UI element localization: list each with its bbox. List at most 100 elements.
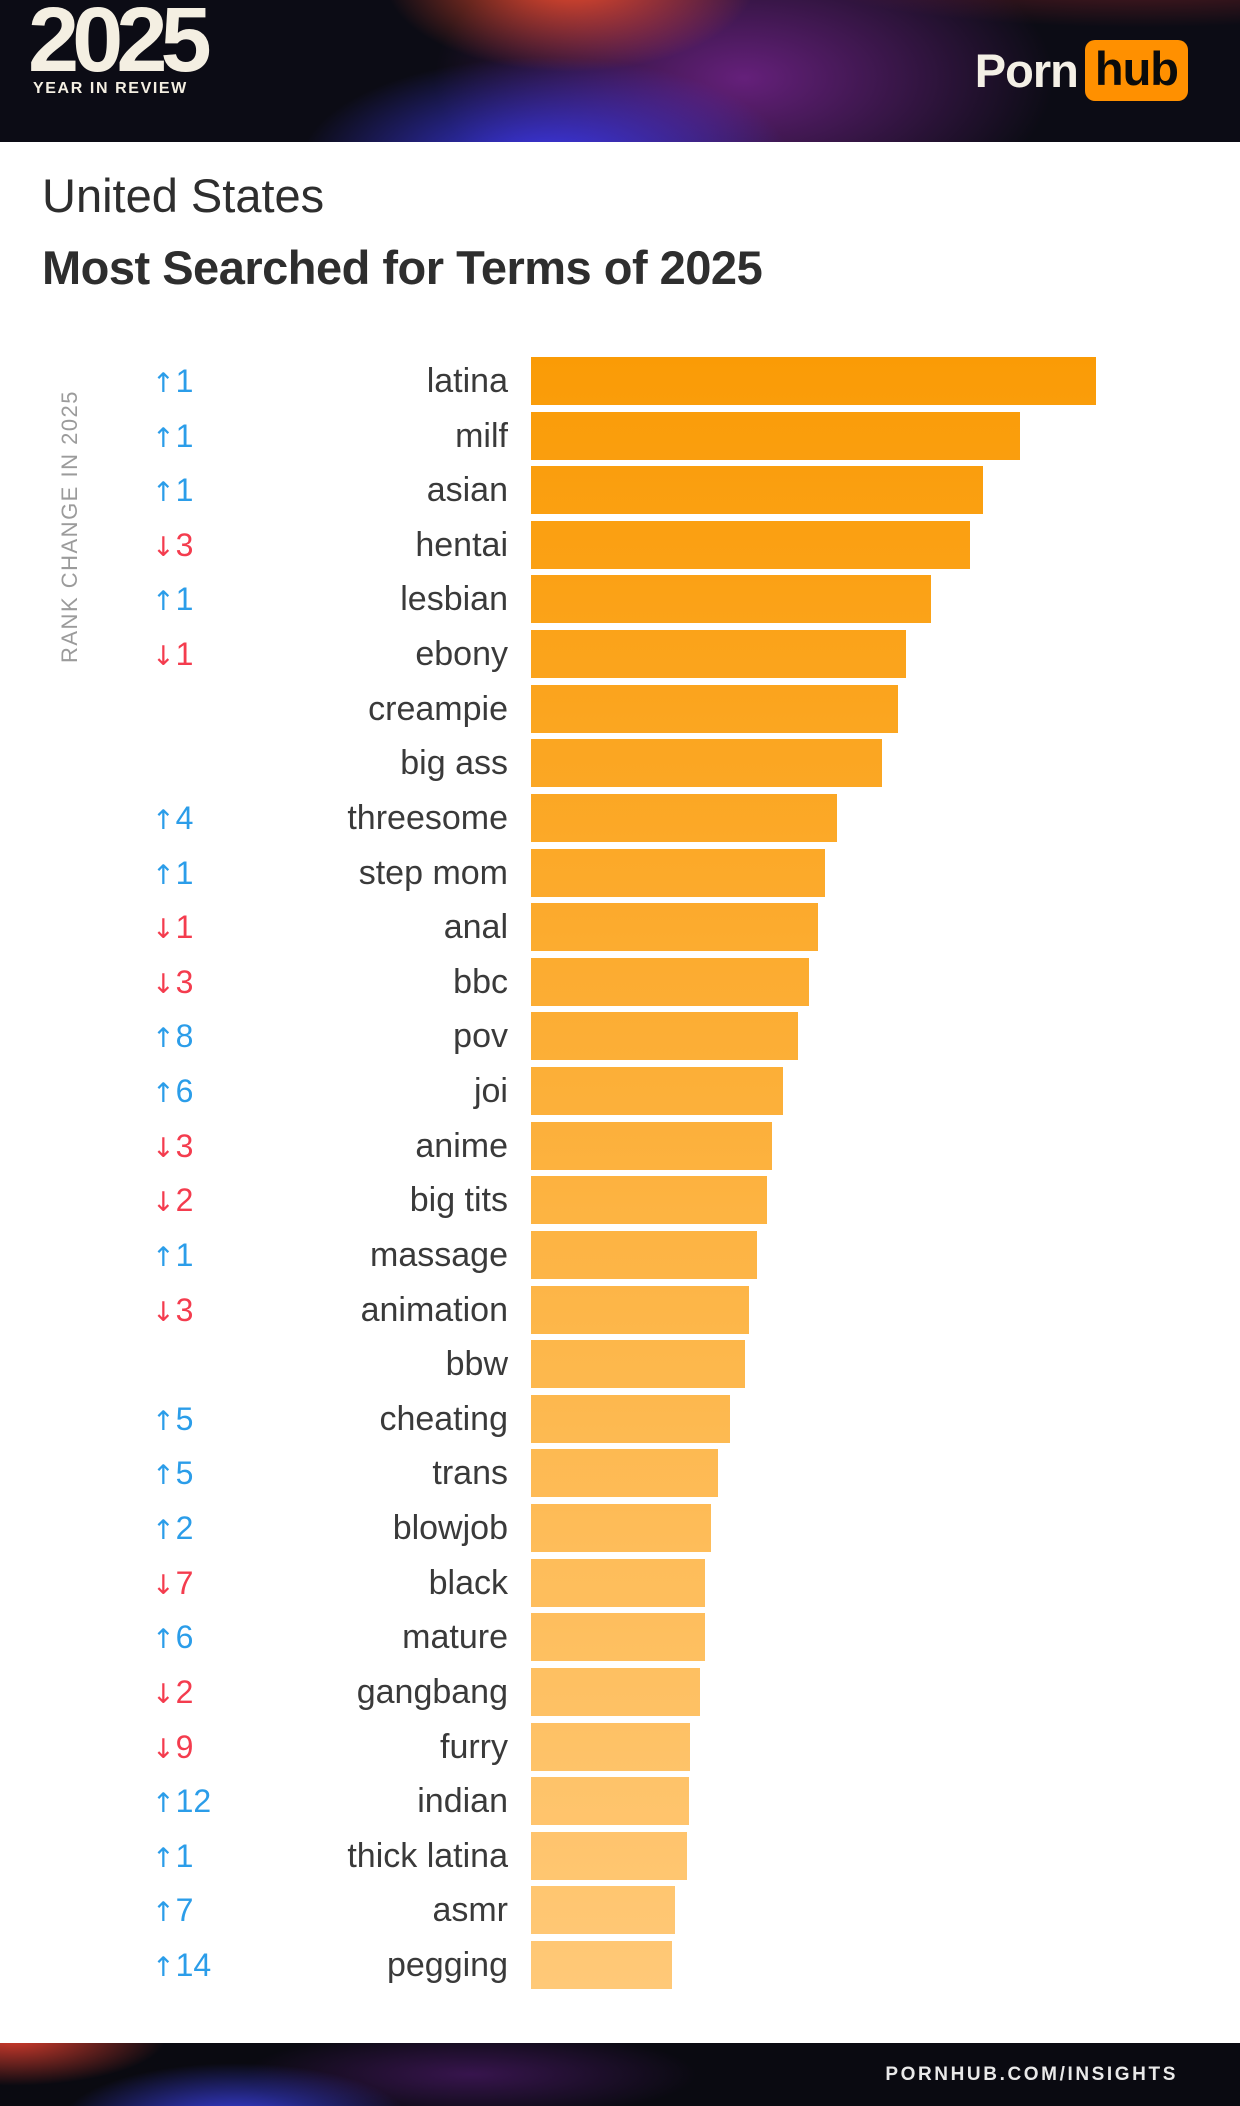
rank-up-icon: ↑ bbox=[152, 1241, 175, 1273]
term-label: threesome bbox=[347, 798, 508, 837]
pornhub-logo-porn-text: Porn bbox=[974, 44, 1079, 97]
rank-change-value: ↓7 bbox=[152, 1564, 194, 1601]
term-row: ↑5 trans bbox=[0, 1449, 1240, 1498]
rank-change-value: ↑1 bbox=[152, 417, 194, 454]
search-volume-bar bbox=[531, 1176, 767, 1225]
rank-change-value: ↓3 bbox=[152, 963, 194, 1000]
term-label: asmr bbox=[432, 1891, 508, 1930]
search-volume-bar bbox=[531, 1667, 700, 1716]
term-row: ↑1 latina bbox=[0, 357, 1240, 405]
rank-change-value: ↑12 bbox=[152, 1783, 212, 1820]
term-row: ↑1 milf bbox=[0, 411, 1240, 460]
rank-change-value: ↓2 bbox=[152, 1182, 194, 1219]
search-volume-bar bbox=[531, 466, 983, 515]
rank-up-icon: ↑ bbox=[152, 1078, 175, 1110]
rank-down-icon: ↓ bbox=[152, 1187, 175, 1219]
rank-up-icon: ↑ bbox=[152, 1023, 175, 1055]
term-label: hentai bbox=[415, 525, 508, 564]
rank-change-value: ↓1 bbox=[152, 636, 194, 673]
rank-up-icon: ↑ bbox=[152, 1624, 175, 1656]
term-row: ↓2 big tits bbox=[0, 1176, 1240, 1225]
logo-subtitle-text: YEAR IN REVIEW bbox=[33, 80, 188, 97]
rank-up-icon: ↑ bbox=[152, 1515, 175, 1547]
term-label: cheating bbox=[379, 1399, 508, 1438]
term-row: ↑2 blowjob bbox=[0, 1504, 1240, 1553]
search-volume-bar bbox=[531, 1940, 672, 1989]
rank-up-icon: ↑ bbox=[152, 1788, 175, 1820]
rank-up-icon: ↑ bbox=[152, 1460, 175, 1492]
search-volume-bar bbox=[531, 1613, 705, 1662]
rank-change-value: ↑6 bbox=[152, 1619, 194, 1656]
rank-down-icon: ↓ bbox=[152, 914, 175, 946]
search-volume-bar bbox=[531, 1121, 772, 1170]
term-label: indian bbox=[417, 1782, 508, 1821]
term-label: bbc bbox=[453, 962, 508, 1001]
search-volume-bar bbox=[531, 575, 931, 624]
rank-up-icon: ↑ bbox=[152, 859, 175, 891]
term-row: ↓9 furry bbox=[0, 1722, 1240, 1771]
pornhub-logo-hub-badge: hub bbox=[1084, 40, 1188, 101]
search-volume-bar bbox=[531, 1230, 757, 1279]
term-label: big tits bbox=[409, 1181, 508, 1220]
term-row: ↑8 pov bbox=[0, 1012, 1240, 1061]
term-row: ↓2 gangbang bbox=[0, 1667, 1240, 1716]
search-volume-bar bbox=[531, 1394, 730, 1443]
rank-down-icon: ↓ bbox=[152, 1678, 175, 1710]
term-row: ↑1 lesbian bbox=[0, 575, 1240, 624]
term-label: gangbang bbox=[356, 1672, 508, 1711]
term-label: furry bbox=[440, 1727, 508, 1766]
rank-change-value: ↑1 bbox=[152, 363, 194, 399]
rank-change-value: ↓3 bbox=[152, 526, 194, 563]
term-row: ↑1 thick latina bbox=[0, 1831, 1240, 1880]
rank-down-icon: ↓ bbox=[152, 968, 175, 1000]
term-row: ↑4 threesome bbox=[0, 793, 1240, 842]
rank-change-value: ↓3 bbox=[152, 1127, 194, 1164]
term-label: big ass bbox=[400, 744, 508, 783]
pornhub-logo: Porn hub bbox=[974, 40, 1188, 101]
rank-up-icon: ↑ bbox=[152, 477, 175, 509]
term-label: asian bbox=[426, 471, 508, 510]
search-volume-bar bbox=[531, 684, 898, 733]
rank-up-icon: ↑ bbox=[152, 1897, 175, 1929]
term-label: latina bbox=[426, 362, 508, 400]
rank-change-value: ↑7 bbox=[152, 1892, 194, 1929]
rank-up-icon: ↑ bbox=[152, 1842, 175, 1874]
term-label: pegging bbox=[386, 1945, 508, 1984]
chart-rows: ↑1 latina ↑1 milf ↑1 asian ↓3 hentai ↑1 lesbian ↓1… bbox=[0, 357, 1240, 1997]
term-label: black bbox=[428, 1563, 508, 1602]
rank-change-value: ↑1 bbox=[152, 1837, 194, 1874]
term-label: lesbian bbox=[400, 580, 508, 619]
rank-change-value: ↑6 bbox=[152, 1073, 194, 1110]
term-label: ebony bbox=[415, 635, 508, 674]
term-label: thick latina bbox=[347, 1836, 508, 1875]
term-label: bbw bbox=[445, 1345, 508, 1384]
search-volume-bar bbox=[531, 1067, 783, 1116]
rank-down-icon: ↓ bbox=[152, 1296, 175, 1328]
term-row: big ass bbox=[0, 739, 1240, 788]
search-volume-bar bbox=[531, 411, 1020, 460]
term-row: ↑5 cheating bbox=[0, 1394, 1240, 1443]
rank-change-value: ↑4 bbox=[152, 799, 194, 836]
rank-change-value: ↑1 bbox=[152, 854, 194, 891]
search-volume-bar bbox=[531, 1285, 749, 1334]
term-label: creampie bbox=[368, 689, 508, 728]
footer-band: PORNHUB.COM/INSIGHTS bbox=[0, 2043, 1240, 2106]
search-volume-bar bbox=[531, 1449, 718, 1498]
term-row: ↑1 massage bbox=[0, 1230, 1240, 1279]
rank-change-value: ↑1 bbox=[152, 581, 194, 618]
logo-year-text: 2025 bbox=[28, 0, 212, 91]
page-title-main: Most Searched for Terms of 2025 bbox=[42, 241, 763, 294]
rank-down-icon: ↓ bbox=[152, 1733, 175, 1765]
search-volume-bar bbox=[531, 1504, 711, 1553]
footer-url: PORNHUB.COM/INSIGHTS bbox=[885, 2063, 1178, 2085]
term-row: ↓1 anal bbox=[0, 903, 1240, 952]
search-volume-bar bbox=[531, 739, 882, 788]
search-volume-bar bbox=[531, 957, 809, 1006]
rank-up-icon: ↑ bbox=[152, 586, 175, 618]
term-label: animation bbox=[360, 1290, 508, 1329]
term-label: anime bbox=[415, 1126, 508, 1165]
rank-up-icon: ↑ bbox=[152, 1405, 175, 1437]
page-title-country: United States bbox=[42, 169, 325, 222]
term-label: anal bbox=[443, 908, 508, 947]
term-row: bbw bbox=[0, 1340, 1240, 1389]
